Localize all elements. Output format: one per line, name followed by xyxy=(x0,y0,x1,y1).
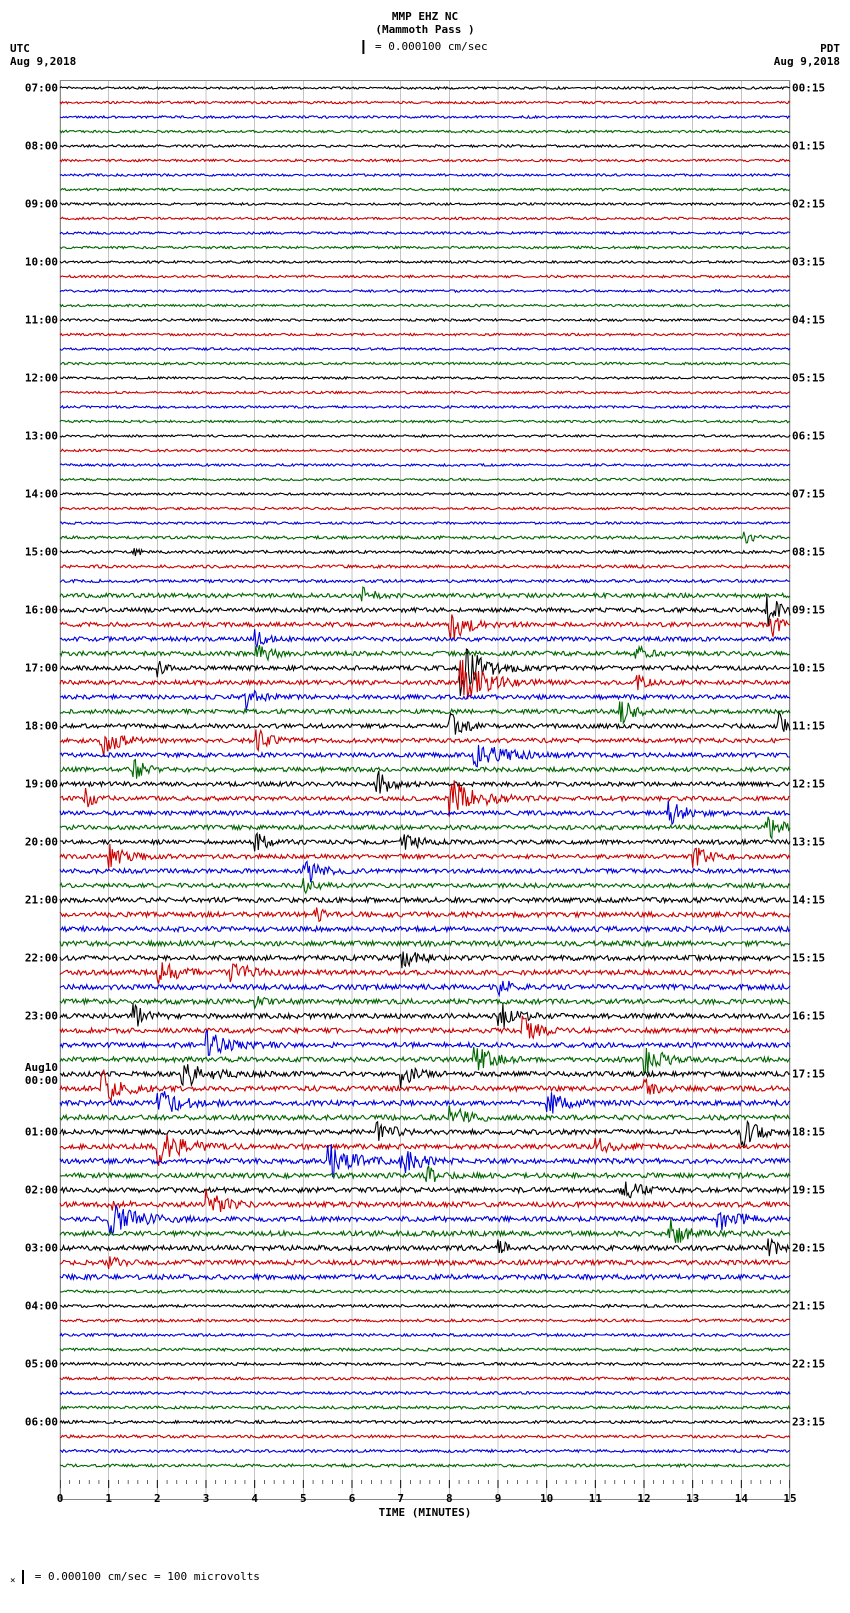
left-time-label: 12:00 xyxy=(10,372,58,385)
title-block: MMP EHZ NC (Mammoth Pass ) = 0.000100 cm… xyxy=(362,10,487,54)
right-time-label: 18:15 xyxy=(792,1126,840,1139)
x-tick-label: 3 xyxy=(203,1492,210,1505)
seismogram-traces xyxy=(60,80,790,1500)
left-time-label: 15:00 xyxy=(10,546,58,559)
plot-area: 07:00 08:00 09:00 10:00 11:00 12:00 13:00 14:00… xyxy=(10,80,840,1520)
x-tick-label: 4 xyxy=(251,1492,258,1505)
right-time-label: 08:15 xyxy=(792,546,840,559)
left-time-label: 04:00 xyxy=(10,1300,58,1313)
left-time-label: 13:00 xyxy=(10,430,58,443)
tz-left-label: UTC xyxy=(10,42,76,55)
right-time-label: 09:15 xyxy=(792,604,840,617)
left-time-label: 22:00 xyxy=(10,952,58,965)
left-time-label: 21:00 xyxy=(10,894,58,907)
x-tick-label: 9 xyxy=(495,1492,502,1505)
left-time-label: 19:00 xyxy=(10,778,58,791)
right-time-label: 20:15 xyxy=(792,1242,840,1255)
left-time-label: 02:00 xyxy=(10,1184,58,1197)
scale-info: = 0.000100 cm/sec xyxy=(362,40,487,54)
left-time-label: 05:00 xyxy=(10,1358,58,1371)
scale-text: = 0.000100 cm/sec xyxy=(375,40,488,53)
right-time-label: 07:15 xyxy=(792,488,840,501)
right-time-label: 11:15 xyxy=(792,720,840,733)
left-time-label: 08:00 xyxy=(10,140,58,153)
date-left-label: Aug 9,2018 xyxy=(10,55,76,68)
right-time-label: 06:15 xyxy=(792,430,840,443)
right-time-label: 17:15 xyxy=(792,1068,840,1081)
left-time-label: 16:00 xyxy=(10,604,58,617)
right-time-label: 19:15 xyxy=(792,1184,840,1197)
left-time-label: 03:00 xyxy=(10,1242,58,1255)
right-time-label: 00:15 xyxy=(792,82,840,95)
right-time-label: 13:15 xyxy=(792,836,840,849)
x-tick-label: 7 xyxy=(397,1492,404,1505)
x-tick-label: 8 xyxy=(446,1492,453,1505)
right-time-label: 21:15 xyxy=(792,1300,840,1313)
left-time-label: 23:00 xyxy=(10,1010,58,1023)
left-time-label: 17:00 xyxy=(10,662,58,675)
x-axis-ticks xyxy=(60,1480,790,1492)
right-time-label: 05:15 xyxy=(792,372,840,385)
x-tick-label: 6 xyxy=(349,1492,356,1505)
right-time-label: 01:15 xyxy=(792,140,840,153)
left-time-label: 07:00 xyxy=(10,82,58,95)
date-right-label: Aug 9,2018 xyxy=(774,55,840,68)
x-axis: 0123456789101112131415 TIME (MINUTES) xyxy=(60,1480,790,1520)
tz-left-block: UTC Aug 9,2018 xyxy=(10,42,76,68)
x-tick-label: 11 xyxy=(589,1492,602,1505)
right-time-label: 22:15 xyxy=(792,1358,840,1371)
right-time-label: 02:15 xyxy=(792,198,840,211)
left-time-label: 09:00 xyxy=(10,198,58,211)
right-time-label: 10:15 xyxy=(792,662,840,675)
right-time-label: 16:15 xyxy=(792,1010,840,1023)
left-time-label: 10:00 xyxy=(10,256,58,269)
right-time-label: 04:15 xyxy=(792,314,840,327)
tz-right-label: PDT xyxy=(774,42,840,55)
left-time-label: 18:00 xyxy=(10,720,58,733)
right-time-label: 12:15 xyxy=(792,778,840,791)
right-time-label: 15:15 xyxy=(792,952,840,965)
left-time-label: 01:00 xyxy=(10,1126,58,1139)
x-tick-label: 10 xyxy=(540,1492,553,1505)
x-tick-label: 13 xyxy=(686,1492,699,1505)
footer: × = 0.000100 cm/sec = 100 microvolts xyxy=(10,1570,840,1586)
x-tick-label: 2 xyxy=(154,1492,161,1505)
left-time-label: 11:00 xyxy=(10,314,58,327)
scale-bar-icon xyxy=(362,40,364,54)
x-tick-label: 15 xyxy=(783,1492,796,1505)
header: UTC Aug 9,2018 MMP EHZ NC (Mammoth Pass … xyxy=(10,10,840,80)
x-axis-title: TIME (MINUTES) xyxy=(379,1506,472,1519)
right-time-label: 14:15 xyxy=(792,894,840,907)
x-tick-label: 12 xyxy=(637,1492,650,1505)
x-tick-label: 1 xyxy=(105,1492,112,1505)
footer-text: = 0.000100 cm/sec = 100 microvolts xyxy=(35,1570,260,1583)
footer-scale-bar-icon xyxy=(22,1570,24,1584)
right-time-label: 23:15 xyxy=(792,1416,840,1429)
left-time-label: 20:00 xyxy=(10,836,58,849)
seismogram-container: UTC Aug 9,2018 MMP EHZ NC (Mammoth Pass … xyxy=(10,10,840,1586)
x-tick-label: 0 xyxy=(57,1492,64,1505)
station-code: MMP EHZ NC xyxy=(362,10,487,23)
x-tick-label: 5 xyxy=(300,1492,307,1505)
x-tick-label: 14 xyxy=(735,1492,748,1505)
left-time-label: Aug10 00:00 xyxy=(10,1061,58,1087)
station-location: (Mammoth Pass ) xyxy=(362,23,487,36)
left-time-label: 06:00 xyxy=(10,1416,58,1429)
tz-right-block: PDT Aug 9,2018 xyxy=(774,42,840,68)
right-time-label: 03:15 xyxy=(792,256,840,269)
left-time-label: 14:00 xyxy=(10,488,58,501)
